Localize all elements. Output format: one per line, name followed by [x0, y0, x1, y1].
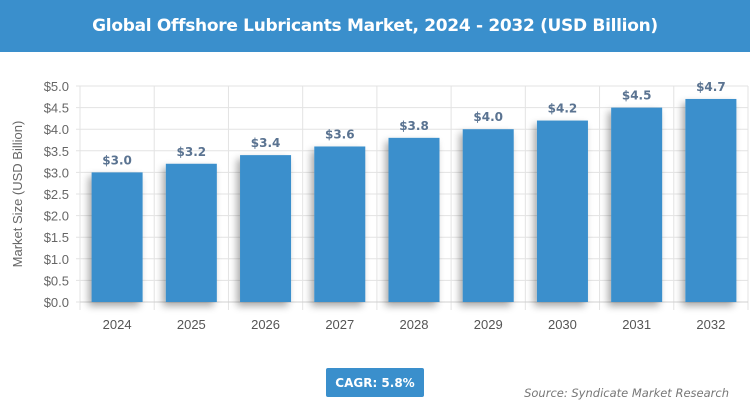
bar-2029	[462, 129, 514, 302]
y-tick-label: $4.5	[44, 101, 69, 116]
chart-title: Global Offshore Lubricants Market, 2024 …	[92, 16, 658, 36]
y-tick-label: $2.0	[44, 209, 69, 224]
y-tick-label: $2.5	[44, 187, 69, 202]
bar-2025	[165, 163, 217, 302]
data-label: $4.7	[696, 80, 726, 94]
bar-2032	[685, 98, 737, 303]
cagr-badge: CAGR: 5.8%	[326, 368, 424, 397]
data-label: $4.0	[473, 110, 503, 124]
bar-2027	[314, 146, 366, 302]
x-tick-label: 2030	[548, 317, 577, 332]
bar-2030	[536, 120, 588, 302]
x-tick-label: 2028	[400, 317, 429, 332]
data-label: $4.2	[548, 102, 578, 116]
y-tick-label: $4.0	[44, 122, 69, 137]
x-tick-label: 2027	[325, 317, 354, 332]
y-axis-label: Market Size (USD Billion)	[10, 121, 25, 268]
bar-2031	[611, 107, 663, 302]
x-tick-label: 2032	[696, 317, 725, 332]
y-tick-label: $3.5	[44, 144, 69, 159]
data-label: $3.4	[251, 136, 281, 150]
x-tick-label: 2029	[474, 317, 503, 332]
x-tick-label: 2024	[103, 317, 132, 332]
source-note: Source: Syndicate Market Research	[524, 386, 729, 400]
title-banner: Global Offshore Lubricants Market, 2024 …	[0, 0, 750, 52]
y-tick-label: $0.0	[44, 295, 69, 310]
data-label: $3.6	[325, 127, 355, 141]
y-tick-label: $0.5	[44, 273, 69, 288]
data-label: $3.2	[177, 145, 207, 159]
bar-2024	[91, 172, 143, 302]
x-tick-label: 2031	[622, 317, 651, 332]
x-tick-label: 2026	[251, 317, 280, 332]
data-label: $3.0	[102, 153, 132, 167]
y-tick-label: $3.0	[44, 165, 69, 180]
bar-2026	[240, 155, 292, 302]
y-tick-label: $1.0	[44, 252, 69, 267]
data-label: $3.8	[399, 119, 429, 133]
data-label: $4.5	[622, 89, 652, 103]
bar-2028	[388, 137, 440, 302]
y-tick-label: $1.5	[44, 230, 69, 245]
y-tick-label: $5.0	[44, 79, 69, 94]
x-tick-label: 2025	[177, 317, 206, 332]
cagr-label: CAGR: 5.8%	[335, 375, 415, 390]
